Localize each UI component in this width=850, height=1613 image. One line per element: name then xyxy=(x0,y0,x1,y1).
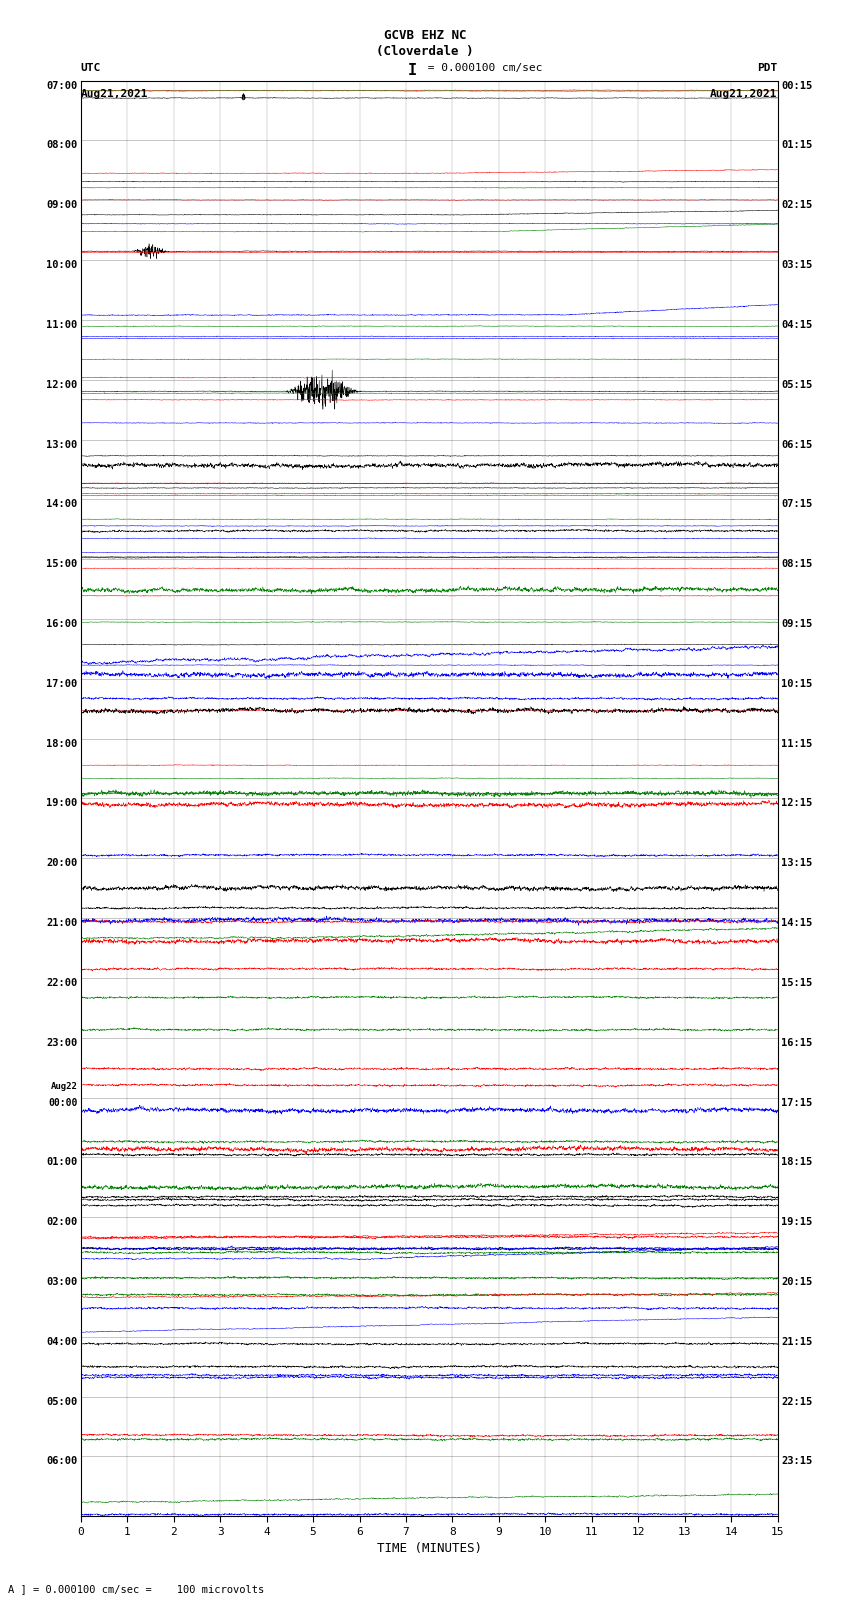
Text: 13:00: 13:00 xyxy=(46,440,77,450)
Text: 04:00: 04:00 xyxy=(46,1337,77,1347)
Text: = 0.000100 cm/sec: = 0.000100 cm/sec xyxy=(421,63,542,73)
Text: 16:15: 16:15 xyxy=(781,1037,813,1048)
Text: 20:15: 20:15 xyxy=(781,1277,813,1287)
Text: 22:00: 22:00 xyxy=(46,977,77,987)
Text: 00:00: 00:00 xyxy=(48,1097,77,1108)
Text: 06:00: 06:00 xyxy=(46,1457,77,1466)
Text: Aug21,2021: Aug21,2021 xyxy=(81,89,148,98)
Text: 13:15: 13:15 xyxy=(781,858,813,868)
Text: 10:15: 10:15 xyxy=(781,679,813,689)
Text: 10:00: 10:00 xyxy=(46,260,77,269)
Text: 01:15: 01:15 xyxy=(781,140,813,150)
Text: 09:00: 09:00 xyxy=(46,200,77,210)
Text: 08:15: 08:15 xyxy=(781,560,813,569)
Text: 23:15: 23:15 xyxy=(781,1457,813,1466)
Text: 02:00: 02:00 xyxy=(46,1218,77,1227)
Text: 21:00: 21:00 xyxy=(46,918,77,927)
Text: 18:00: 18:00 xyxy=(46,739,77,748)
Text: Aug21,2021: Aug21,2021 xyxy=(711,89,778,98)
Text: 01:00: 01:00 xyxy=(46,1158,77,1168)
Text: 03:15: 03:15 xyxy=(781,260,813,269)
Text: 15:00: 15:00 xyxy=(46,560,77,569)
Text: 19:15: 19:15 xyxy=(781,1218,813,1227)
X-axis label: TIME (MINUTES): TIME (MINUTES) xyxy=(377,1542,482,1555)
Text: A ] = 0.000100 cm/sec =    100 microvolts: A ] = 0.000100 cm/sec = 100 microvolts xyxy=(8,1584,264,1594)
Text: 07:00: 07:00 xyxy=(46,81,77,90)
Text: GCVB EHZ NC: GCVB EHZ NC xyxy=(383,29,467,42)
Text: 22:15: 22:15 xyxy=(781,1397,813,1407)
Text: PDT: PDT xyxy=(757,63,778,73)
Text: 07:15: 07:15 xyxy=(781,500,813,510)
Text: 18:15: 18:15 xyxy=(781,1158,813,1168)
Text: 12:00: 12:00 xyxy=(46,379,77,390)
Text: 09:15: 09:15 xyxy=(781,619,813,629)
Text: 05:15: 05:15 xyxy=(781,379,813,390)
Text: 12:15: 12:15 xyxy=(781,798,813,808)
Text: 19:00: 19:00 xyxy=(46,798,77,808)
Text: I: I xyxy=(408,63,416,77)
Text: UTC: UTC xyxy=(81,63,101,73)
Text: 17:15: 17:15 xyxy=(781,1097,813,1108)
Text: 05:00: 05:00 xyxy=(46,1397,77,1407)
Text: 21:15: 21:15 xyxy=(781,1337,813,1347)
Text: 02:15: 02:15 xyxy=(781,200,813,210)
Text: 14:00: 14:00 xyxy=(46,500,77,510)
Text: 23:00: 23:00 xyxy=(46,1037,77,1048)
Text: 06:15: 06:15 xyxy=(781,440,813,450)
Text: 00:15: 00:15 xyxy=(781,81,813,90)
Text: 16:00: 16:00 xyxy=(46,619,77,629)
Text: 03:00: 03:00 xyxy=(46,1277,77,1287)
Text: (Cloverdale ): (Cloverdale ) xyxy=(377,45,473,58)
Text: 04:15: 04:15 xyxy=(781,319,813,331)
Text: 11:15: 11:15 xyxy=(781,739,813,748)
Text: 17:00: 17:00 xyxy=(46,679,77,689)
Text: 15:15: 15:15 xyxy=(781,977,813,987)
Text: 08:00: 08:00 xyxy=(46,140,77,150)
Text: 14:15: 14:15 xyxy=(781,918,813,927)
Text: 11:00: 11:00 xyxy=(46,319,77,331)
Text: 20:00: 20:00 xyxy=(46,858,77,868)
Text: Aug22: Aug22 xyxy=(50,1082,77,1090)
